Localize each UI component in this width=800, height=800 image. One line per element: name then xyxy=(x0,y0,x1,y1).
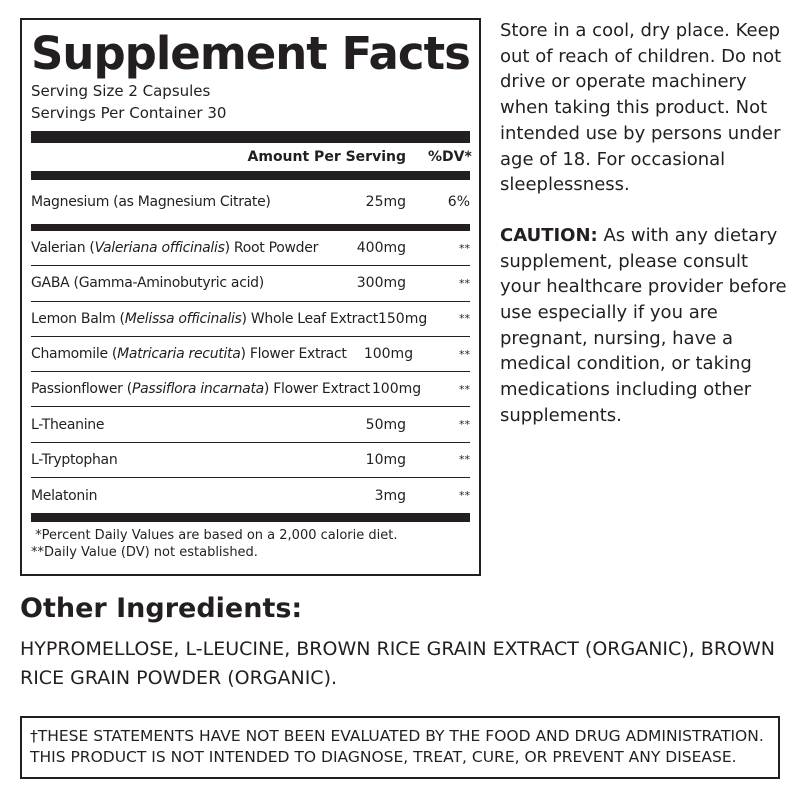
other-ingredients-text: HYPROMELLOSE, L-LEUCINE, BROWN RICE GRAI… xyxy=(20,638,775,689)
warnings-column: Store in a cool, dry place. Keep out of … xyxy=(500,18,790,429)
ingredient-amount: 300mg xyxy=(356,275,406,292)
dv-header: %DV* xyxy=(428,149,472,165)
ingredient-part: ) Root Powder xyxy=(224,240,319,257)
serving-size: Serving Size 2 Capsules xyxy=(31,82,211,100)
servings-per-container: Servings Per Container 30 xyxy=(31,104,227,122)
ingredient-dv: ** xyxy=(459,276,470,290)
ingredient-name: Chamomile (Matricaria recutita) Flower E… xyxy=(31,346,347,362)
ingredient-row: Melatonin 3mg ** xyxy=(31,478,470,513)
panel-title: Supplement Facts xyxy=(31,27,471,80)
ingredient-name-text: Melatonin xyxy=(31,487,98,504)
ingredient-row: L-Tryptophan 10mg ** xyxy=(31,443,470,479)
ingredient-name: Passionflower (Passiflora incarnata) Flo… xyxy=(31,381,370,397)
ingredient-name-text: L-Theanine xyxy=(31,416,105,433)
ingredient-amount: 150mg xyxy=(377,310,428,327)
ingredient-amount: 10mg xyxy=(365,451,406,468)
ingredient-name-text: Valerian ( xyxy=(31,240,95,257)
ingredient-amount: 50mg xyxy=(365,416,406,433)
ingredient-amount: 400mg xyxy=(356,240,406,257)
caution-label: CAUTION: xyxy=(500,224,598,246)
supplement-facts-panel: Supplement Facts Serving Size 2 Capsules… xyxy=(20,18,481,576)
ingredient-row: L-Theanine 50mg ** xyxy=(31,407,470,443)
ingredient-latin-name: Passiflora incarnata xyxy=(131,381,264,398)
ingredient-name: L-Tryptophan xyxy=(31,452,326,468)
ingredient-latin-name: Valeriana officinalis xyxy=(94,240,225,257)
nutrient-name: Magnesium (as Magnesium Citrate) xyxy=(31,194,271,210)
ingredient-dv: ** xyxy=(459,453,470,467)
ingredient-name-text: L-Tryptophan xyxy=(31,451,118,468)
nutrient-row: Magnesium (as Magnesium Citrate) 25mg 6% xyxy=(31,180,470,224)
other-ingredients-title: Other Ingredients: xyxy=(20,593,303,624)
disclaimer-line-2: THIS PRODUCT IS NOT INTENDED TO DIAGNOSE… xyxy=(30,748,737,766)
ingredient-name: L-Theanine xyxy=(31,417,326,433)
ingredient-dv: ** xyxy=(459,418,470,432)
ingredient-part: ) Whole Leaf Extract xyxy=(241,310,379,327)
divider-bar xyxy=(31,513,470,523)
footnotes: *Percent Daily Values are based on a 2,0… xyxy=(31,527,470,561)
ingredient-name: Valerian (Valeriana officinalis) Root Po… xyxy=(31,240,326,256)
ingredient-part: ) Flower Extract xyxy=(263,381,370,398)
ingredient-dv: ** xyxy=(459,382,470,396)
footnote-dv: *Percent Daily Values are based on a 2,0… xyxy=(31,528,398,544)
column-header: Amount Per Serving %DV* xyxy=(31,143,472,171)
ingredient-row: GABA (Gamma-Aminobutyric acid) 300mg ** xyxy=(31,266,470,302)
ingredient-name: GABA (Gamma-Aminobutyric acid) xyxy=(31,275,326,291)
ingredient-name-text: GABA (Gamma-Aminobutyric acid) xyxy=(31,275,264,292)
nutrient-dv: 6% xyxy=(447,194,470,210)
ingredient-amount: 3mg xyxy=(374,487,406,504)
ingredient-dv: ** xyxy=(459,347,470,361)
footnote-not-established: **Daily Value (DV) not established. xyxy=(31,545,258,561)
ingredient-amount: 100mg xyxy=(371,381,422,398)
ingredient-dv: ** xyxy=(459,489,470,503)
ingredient-rows: Valerian (Valeriana officinalis) Root Po… xyxy=(31,231,470,513)
ingredient-dv: ** xyxy=(459,241,470,255)
divider-bar xyxy=(31,131,470,143)
ingredient-amount: 100mg xyxy=(363,346,414,363)
ingredient-dv: ** xyxy=(459,312,470,326)
amount-header: Amount Per Serving xyxy=(247,149,406,165)
ingredient-name: Lemon Balm (Melissa officinalis) Whole L… xyxy=(31,311,378,327)
disclaimer-line-1: †THESE STATEMENTS HAVE NOT BEEN EVALUATE… xyxy=(30,727,764,745)
storage-text: Store in a cool, dry place. Keep out of … xyxy=(500,20,782,196)
ingredient-part: ) Flower Extract xyxy=(240,346,347,363)
ingredient-name-text: Lemon Balm ( xyxy=(31,310,125,327)
ingredient-latin-name: Matricaria recutita xyxy=(117,346,241,363)
ingredient-latin-name: Melissa officinalis xyxy=(124,310,242,327)
fda-disclaimer: †THESE STATEMENTS HAVE NOT BEEN EVALUATE… xyxy=(20,716,780,779)
ingredient-row: Chamomile (Matricaria recutita) Flower E… xyxy=(31,337,470,373)
ingredient-row: Valerian (Valeriana officinalis) Root Po… xyxy=(31,231,470,267)
caution-text: CAUTION: As with any dietary supplement,… xyxy=(500,223,790,429)
divider-bar xyxy=(31,224,470,231)
divider-bar xyxy=(31,171,470,180)
caution-body: As with any dietary supplement, please c… xyxy=(500,224,787,426)
nutrient-amount: 25mg xyxy=(365,194,406,210)
ingredient-name-text: Passionflower ( xyxy=(31,381,132,398)
ingredient-name: Melatonin xyxy=(31,488,326,504)
ingredient-name-text: Chamomile ( xyxy=(31,346,118,363)
ingredient-row: Passionflower (Passiflora incarnata) Flo… xyxy=(31,372,470,408)
ingredient-row: Lemon Balm (Melissa officinalis) Whole L… xyxy=(31,302,470,337)
